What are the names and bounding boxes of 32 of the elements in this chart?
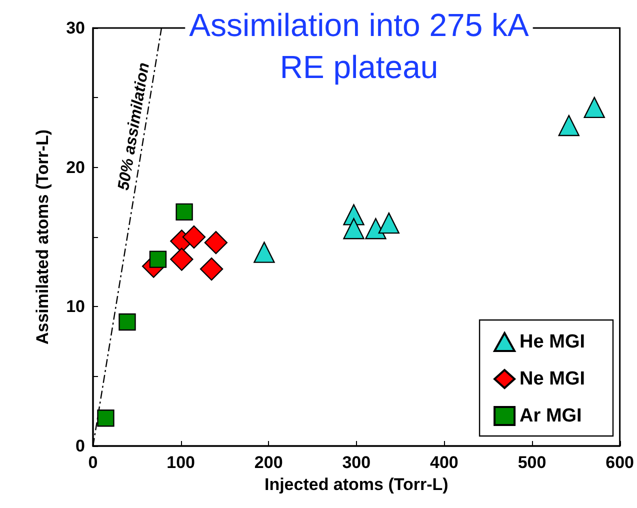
legend-label: Ne MGI <box>520 368 585 390</box>
point <box>254 242 275 263</box>
point <box>118 313 136 331</box>
y-tick-label: 10 <box>66 297 85 316</box>
text: 50% assimilation <box>115 61 154 192</box>
point <box>204 230 228 254</box>
y-axis-title: Assimilated atoms (Torr-L) <box>33 129 52 345</box>
point <box>200 257 224 281</box>
point <box>97 410 114 427</box>
legend-label: Ar MGI <box>520 406 582 426</box>
x-axis-title: Injected atoms (Torr-L) <box>264 475 448 494</box>
x-tick-label: 0 <box>88 453 98 472</box>
chart-title: Assimilation into 275 kA RE plateau <box>189 7 530 85</box>
point <box>558 114 580 136</box>
x-tick-label: 200 <box>254 453 283 472</box>
point <box>378 212 400 234</box>
point <box>176 203 193 221</box>
x-tick-label: 600 <box>606 453 634 472</box>
point <box>149 250 167 268</box>
legend-label: He MGI <box>520 332 585 352</box>
x-tick-label: 300 <box>342 453 371 472</box>
y-tick-label: 20 <box>66 158 85 177</box>
x-tick-label: 400 <box>430 453 458 472</box>
point <box>170 248 194 271</box>
point <box>343 218 364 240</box>
y-tick-label: 0 <box>76 436 85 456</box>
point <box>584 96 605 118</box>
point <box>365 218 386 240</box>
x-tick-label: 500 <box>518 453 546 472</box>
x-tick-label: 100 <box>166 453 195 472</box>
point <box>182 225 206 249</box>
y-tick-label: 30 <box>66 18 85 38</box>
